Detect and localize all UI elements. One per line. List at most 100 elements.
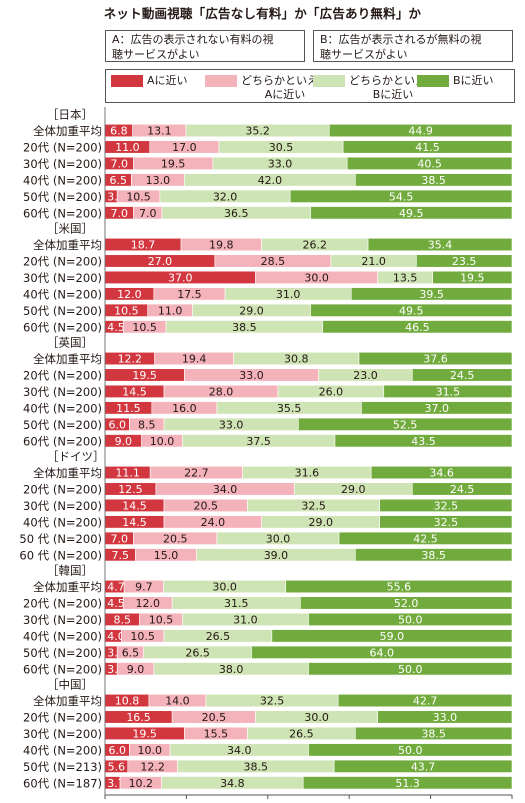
data-label: 30.8 — [284, 353, 309, 366]
data-label: 38.5 — [421, 549, 446, 562]
data-label: 28.5 — [261, 255, 286, 268]
segment-b-near — [346, 156, 513, 170]
data-label: 7.0 — [110, 532, 128, 545]
row-label: 全体加重平均 — [33, 124, 102, 138]
segment-b-near — [310, 206, 513, 220]
row-label: 40代 (N=200) — [23, 401, 102, 415]
row-label: 50代 (N=200) — [23, 418, 102, 432]
legend-item-lean-b: どちらかといえば Bに近い — [313, 74, 437, 102]
data-label: 11.0 — [158, 304, 183, 317]
segment-b-near — [432, 270, 513, 284]
segment-b-near — [411, 482, 513, 496]
data-label: 49.5 — [399, 304, 424, 317]
data-label: 5.6 — [108, 760, 126, 773]
data-label: 19.5 — [161, 157, 186, 170]
data-label: 26.2 — [303, 239, 328, 252]
data-label: 14.5 — [122, 499, 147, 512]
data-label: 14.5 — [122, 516, 147, 529]
data-label: 7.0 — [110, 157, 128, 170]
segment-b-near — [338, 531, 513, 545]
row-label: 50代 (N=200) — [23, 190, 102, 204]
row-label: 20代 (N=200) — [23, 596, 102, 610]
data-label: 39.5 — [419, 288, 444, 301]
data-label: 10.5 — [126, 190, 151, 203]
segment-b-near — [322, 320, 513, 334]
data-label: 6.8 — [110, 125, 128, 138]
data-label: 34.0 — [213, 483, 238, 496]
segment-b-near — [355, 548, 513, 562]
segment-b-near — [411, 368, 513, 382]
data-label: 43.5 — [411, 435, 436, 448]
legend-item-lean-a: どちらかといえば Aに近い — [205, 74, 329, 102]
group-label: ［米国］ — [47, 222, 93, 236]
group-label: ［英国］ — [47, 336, 93, 350]
data-label: 22.7 — [184, 467, 209, 480]
row-label: 40代 (N=200) — [23, 287, 102, 301]
data-label: 42.7 — [413, 695, 438, 708]
data-label: 4.0 — [107, 630, 125, 643]
data-label: 19.8 — [209, 239, 234, 252]
segment-b-near — [308, 743, 513, 757]
row-label: 全体加重平均 — [33, 694, 102, 708]
segment-b-near — [308, 612, 513, 626]
segment-b-near — [251, 645, 513, 659]
row-label: 40代 (N=200) — [23, 743, 102, 757]
data-label: 42.5 — [413, 532, 438, 545]
legend-label: Aに近い — [147, 74, 188, 87]
data-label: 46.5 — [405, 321, 430, 334]
data-label: 16.5 — [126, 711, 151, 724]
data-label: 7.0 — [110, 207, 128, 220]
segment-b-near — [289, 189, 513, 203]
segment-b-near — [302, 776, 513, 790]
data-label: 21.0 — [361, 255, 386, 268]
data-label: 10.5 — [114, 304, 139, 317]
data-label: 11.0 — [115, 141, 140, 154]
data-label: 12.0 — [135, 597, 160, 610]
data-label: 30.0 — [212, 581, 237, 594]
segment-b-near — [367, 237, 513, 252]
legend-swatch — [313, 75, 345, 87]
segment-b-near — [370, 465, 513, 480]
data-label: 26.0 — [319, 385, 344, 398]
data-label: 18.7 — [131, 239, 156, 252]
data-label: 8.5 — [138, 418, 156, 431]
data-label: 17.0 — [172, 141, 197, 154]
data-label: 31.5 — [224, 597, 249, 610]
data-label: 35.2 — [245, 125, 270, 138]
data-label: 52.5 — [393, 418, 418, 431]
row-label: 50 代 (N=200) — [19, 532, 102, 546]
data-label: 29.0 — [341, 483, 366, 496]
segment-b-near — [342, 140, 513, 154]
row-label: 30代 (N=200) — [23, 727, 102, 741]
data-label: 12.2 — [118, 353, 143, 366]
row-label: 60代 (N=200) — [23, 206, 102, 220]
data-label: 35.4 — [428, 239, 453, 252]
data-label: 33.0 — [268, 157, 293, 170]
data-label: 37.0 — [424, 402, 449, 415]
segment-b-near — [308, 662, 513, 676]
data-label: 10.5 — [149, 613, 174, 626]
segment-b-near — [337, 693, 513, 708]
data-label: 35.5 — [277, 402, 302, 415]
segment-b-near — [361, 401, 513, 415]
segment-b-near — [377, 710, 513, 724]
data-label: 19.5 — [132, 369, 157, 382]
data-label: 10.0 — [150, 435, 175, 448]
segment-b-near — [350, 287, 513, 301]
data-label: 23.5 — [452, 255, 477, 268]
data-label: 7.5 — [112, 549, 130, 562]
data-label: 7.0 — [139, 207, 157, 220]
data-label: 20.5 — [163, 532, 188, 545]
data-label: 31.0 — [276, 288, 301, 301]
data-label: 9.0 — [127, 663, 145, 676]
data-label: 33.0 — [219, 418, 244, 431]
data-label: 10.5 — [130, 630, 155, 643]
data-label: 19.4 — [182, 353, 207, 366]
data-label: 24.0 — [201, 516, 226, 529]
data-label: 6.5 — [122, 646, 140, 659]
row-label: 40代 (N=200) — [23, 629, 102, 643]
row-label: 60代 (N=200) — [23, 434, 102, 448]
data-label: 24.5 — [450, 483, 475, 496]
row-label: 50代 (N=200) — [23, 646, 102, 660]
data-label: 37.6 — [423, 353, 448, 366]
